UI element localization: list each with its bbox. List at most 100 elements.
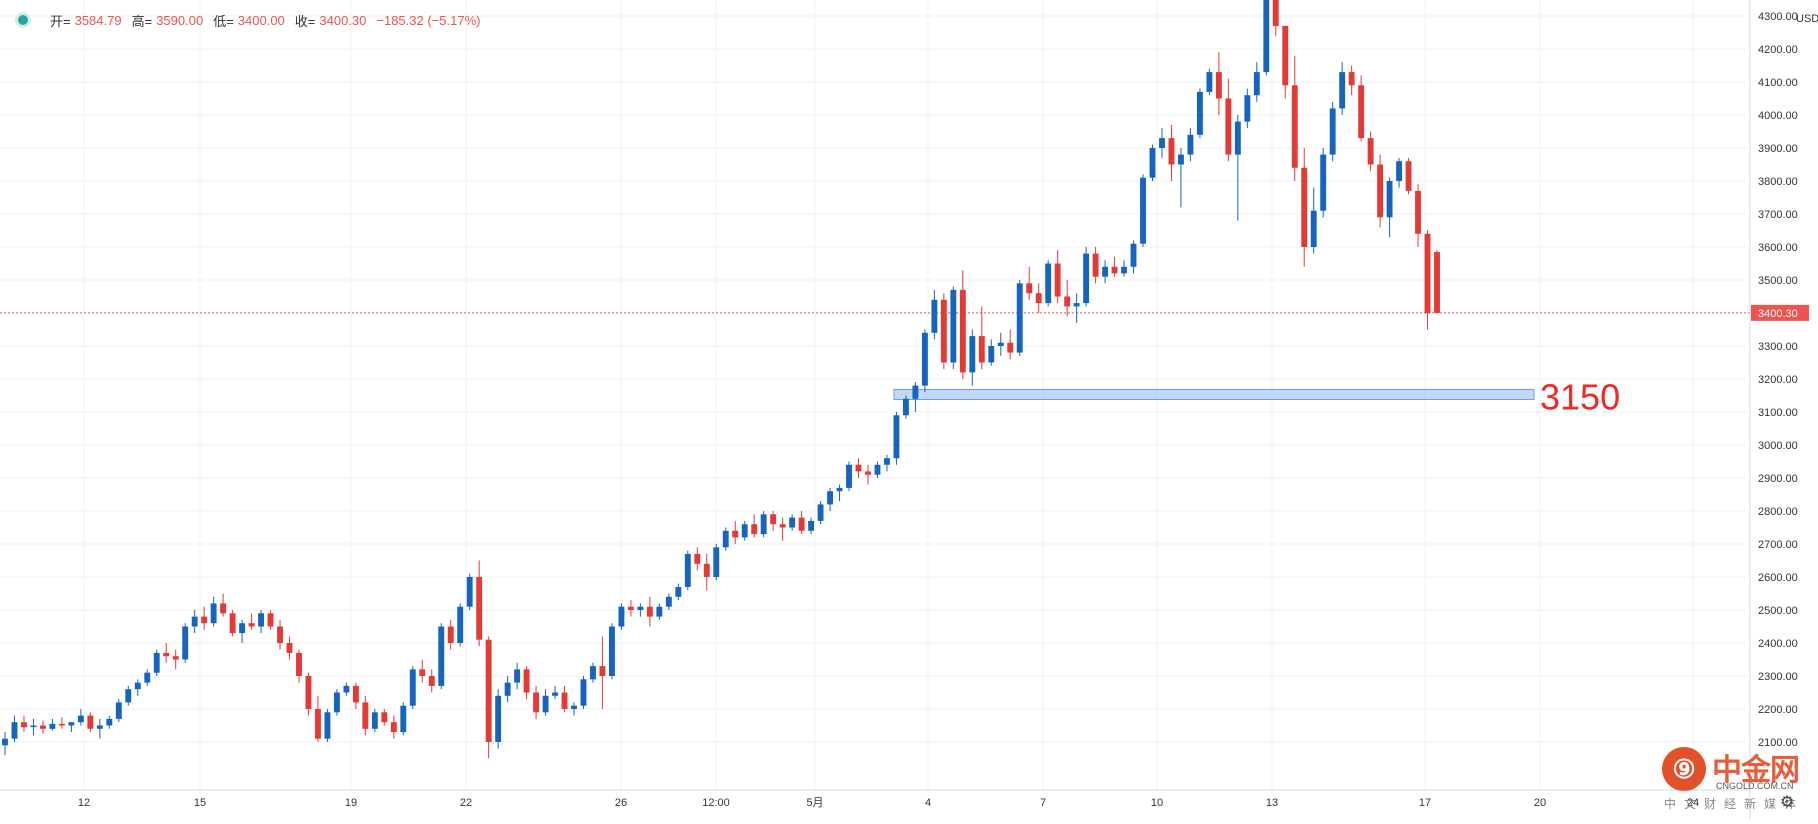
candle	[239, 620, 245, 643]
y-tick-label: 3600.00	[1758, 242, 1798, 254]
candle	[1159, 128, 1165, 158]
candle-body	[628, 607, 634, 610]
candle	[581, 676, 587, 709]
candle	[894, 412, 900, 465]
candle	[770, 511, 776, 531]
candle	[979, 306, 985, 369]
candle	[211, 597, 217, 627]
candle-body	[505, 683, 511, 696]
candle-body	[1225, 99, 1231, 155]
candle	[1320, 148, 1326, 217]
candle-body	[1093, 254, 1099, 277]
candle-body	[249, 623, 255, 626]
candle-body	[135, 683, 141, 690]
candle	[827, 488, 833, 511]
candle	[808, 518, 814, 535]
candle-body	[495, 696, 501, 742]
x-tick-label: 17	[1419, 797, 1431, 809]
candle	[505, 676, 511, 702]
x-tick-label: 26	[615, 797, 627, 809]
candle	[761, 511, 767, 537]
candle	[220, 594, 226, 617]
candle-body	[201, 617, 207, 624]
candle	[495, 689, 501, 748]
candle	[324, 709, 330, 742]
candle	[1055, 250, 1061, 303]
candle	[135, 679, 141, 696]
candle	[922, 330, 928, 393]
candle-body	[1358, 85, 1364, 138]
candle	[647, 597, 653, 627]
candle-body	[315, 709, 321, 739]
candle-body	[865, 471, 871, 474]
candle	[1007, 330, 1013, 360]
candle-body	[1349, 72, 1355, 85]
candle-body	[979, 336, 985, 362]
candle	[1273, 0, 1279, 36]
candle	[154, 650, 160, 676]
gear-icon[interactable]: ⚙	[1778, 794, 1796, 812]
candle	[381, 709, 387, 726]
candle-body	[694, 554, 700, 564]
candle	[448, 620, 454, 650]
candle	[960, 270, 966, 379]
support-annotation: 3150	[1540, 377, 1620, 418]
candle-body	[1131, 244, 1137, 267]
y-tick-label: 3800.00	[1758, 176, 1798, 188]
candle-body	[761, 514, 767, 534]
candle	[1396, 158, 1402, 188]
candle-body	[1415, 191, 1421, 234]
candle	[846, 462, 852, 492]
candle-body	[960, 290, 966, 373]
candle-body	[590, 666, 596, 679]
candle	[163, 643, 169, 663]
candle-body	[1074, 303, 1080, 306]
candle-body	[799, 518, 805, 531]
candle	[600, 636, 606, 709]
candle	[296, 650, 302, 683]
candle-body	[457, 607, 463, 643]
candle	[1112, 257, 1118, 277]
candle-body	[998, 343, 1004, 346]
candle-body	[343, 686, 349, 693]
candle-body	[1377, 165, 1383, 218]
x-tick-label: 7	[1040, 797, 1046, 809]
y-tick-label: 4100.00	[1758, 77, 1798, 89]
candle	[258, 610, 264, 633]
x-tick-label: 12	[78, 797, 90, 809]
candle	[12, 716, 18, 742]
y-tick-label: 2200.00	[1758, 704, 1798, 716]
candle	[68, 722, 74, 732]
candle-body	[21, 722, 27, 727]
candle	[637, 603, 643, 616]
candle	[249, 613, 255, 630]
candle-body	[106, 719, 112, 726]
high-value: 3590.00	[156, 13, 203, 28]
candle	[277, 620, 283, 650]
y-tick-label: 2400.00	[1758, 638, 1798, 650]
candle	[1150, 145, 1156, 181]
candle	[192, 610, 198, 633]
x-tick-label: 5月	[806, 797, 823, 809]
candle-body	[1036, 293, 1042, 303]
price-axis[interactable]: 2100.002200.002300.002400.002500.002600.…	[1750, 0, 1818, 819]
support-band-layer: 3150	[0, 313, 1750, 418]
candle	[1169, 125, 1175, 181]
candle	[486, 636, 492, 758]
candle-body	[1339, 72, 1345, 108]
candle-body	[448, 627, 454, 644]
candle	[315, 696, 321, 742]
candle-body	[268, 613, 274, 626]
candle	[1434, 250, 1440, 313]
candle-body	[988, 346, 994, 363]
candle-body	[239, 623, 245, 633]
candle-body	[1083, 254, 1089, 304]
candle-body	[723, 531, 729, 548]
candle-body	[931, 300, 937, 333]
candle-body	[685, 554, 691, 587]
candle-body	[950, 290, 956, 363]
candle-body	[1387, 181, 1393, 217]
